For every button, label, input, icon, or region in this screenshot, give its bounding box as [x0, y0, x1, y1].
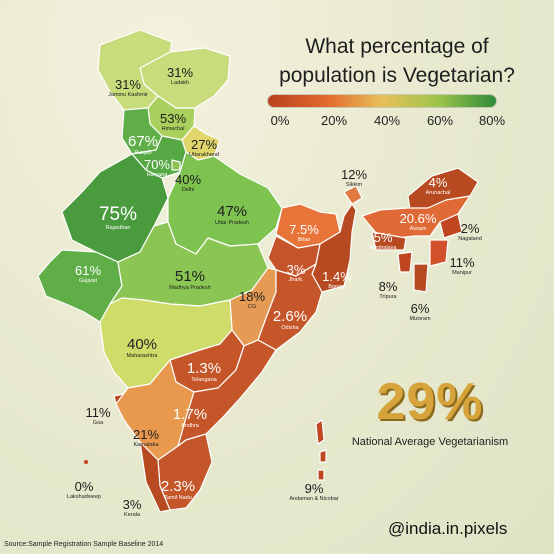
- label-haryana: 70% Haryana: [143, 156, 171, 178]
- label-arunachal: 4% Arunachal: [425, 174, 451, 196]
- region-odisha: [257, 263, 323, 351]
- scale-tick: 80%: [478, 113, 506, 128]
- label-bihar: 7.5% Bihar: [289, 221, 319, 243]
- region-manipur: [429, 239, 449, 267]
- label-bengal: 1.4% Bengal: [322, 268, 352, 290]
- chart-title: What percentage of population is Vegetar…: [279, 35, 515, 87]
- label-maharashtra: 40% Maharashtra: [126, 335, 158, 359]
- region-kerala: [139, 441, 171, 513]
- label-kerala: 3% Kerala: [122, 496, 142, 518]
- national-average-caption: National Average Vegetarianism: [351, 436, 509, 448]
- label-odisha: 2.6% Odisha: [272, 307, 308, 331]
- social-handle: @india.in.pixels: [388, 519, 508, 538]
- label-meghalaya: 5% Meghalaya: [369, 229, 397, 251]
- region-sikkim: [343, 185, 363, 205]
- region-delhi: [171, 159, 181, 171]
- national-average: 29% National Average Vegetarianism: [330, 372, 530, 448]
- region-tripura: [397, 251, 413, 273]
- label-nagaland: 2% Nagaland: [458, 220, 482, 242]
- region-andaman-nicobar: [315, 419, 327, 481]
- label-andaman-nicobar: 9% Andaman & Nicobar: [289, 480, 339, 502]
- label-uttarakhand: 27% Uttarakhand: [189, 136, 219, 158]
- label-himachal: 53% Himachal: [159, 110, 187, 132]
- label-tripura: 8% Tripura: [378, 278, 398, 300]
- scale-tick: 60%: [426, 113, 454, 128]
- scale-tick: 20%: [320, 113, 348, 128]
- label-assam: 20.6% Assam: [399, 210, 437, 232]
- label-jharkhand: 3% Jhark.: [286, 261, 306, 283]
- label-madhya-pradesh: 51% Madhya Pradesh: [169, 267, 211, 291]
- region-gujarat: [37, 249, 123, 323]
- source-note: Source:Sample Registration Sample Baseli…: [4, 541, 164, 548]
- label-tamil-nadu: 2.3% Tamil Nadu: [160, 477, 196, 501]
- label-rajasthan: 75% Rajasthan: [98, 203, 138, 231]
- label-mizoram: 6% Mizoram: [409, 300, 431, 322]
- region-mizoram: [413, 263, 429, 293]
- label-chhattisgarh: 18% CG: [238, 288, 266, 310]
- label-ladakh: 31% Ladakh: [166, 64, 194, 86]
- label-lakshadweep: 0% Lakshadweep: [67, 478, 101, 500]
- label-manipur: 11% Manipur: [449, 254, 475, 276]
- region-jammu-kashmir: [97, 29, 173, 111]
- region-meghalaya: [371, 231, 407, 251]
- label-sikkim: 12% Sikkim: [340, 166, 368, 188]
- label-jammu-kashmir: 31% Jammu Kashmir: [108, 76, 148, 98]
- label-andhra: 1.7% Andhra: [172, 405, 208, 429]
- label-delhi: 40% Delhi: [174, 171, 202, 193]
- region-lakshadweep: [84, 460, 88, 464]
- label-punjab: 67% Punjab: [127, 132, 159, 156]
- label-uttar-pradesh: 47% Uttar Pradesh: [215, 202, 249, 226]
- label-gujarat: 61% Gujarat: [74, 262, 102, 284]
- color-scale-bar: [268, 95, 496, 107]
- region-nagaland: [439, 213, 463, 239]
- scale-tick: 0%: [270, 113, 290, 128]
- label-goa: 11% Goa: [85, 404, 111, 426]
- national-average-value: 29%: [376, 373, 484, 431]
- scale-tick: 40%: [373, 113, 401, 128]
- label-telangana: 1.3% Telangana: [186, 359, 222, 383]
- label-karnataka: 21% Karnataka: [132, 426, 160, 448]
